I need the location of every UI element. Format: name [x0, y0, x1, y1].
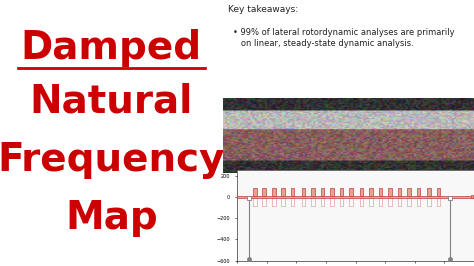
Bar: [398, 188, 401, 196]
Bar: [427, 198, 431, 206]
Bar: [301, 188, 305, 196]
Text: Frequency: Frequency: [0, 141, 225, 178]
Bar: [349, 188, 353, 196]
Bar: [330, 198, 334, 206]
Bar: [379, 198, 382, 206]
Bar: [272, 188, 275, 196]
Bar: [369, 198, 373, 206]
Bar: [388, 188, 392, 196]
Text: Natural: Natural: [30, 82, 193, 120]
Bar: [379, 188, 382, 196]
Bar: [417, 198, 420, 206]
Bar: [407, 188, 410, 196]
Bar: [320, 188, 324, 196]
Bar: [388, 198, 392, 206]
Bar: [360, 188, 363, 196]
Bar: [311, 188, 315, 196]
Bar: [272, 198, 275, 206]
Bar: [282, 188, 285, 196]
Bar: [369, 188, 373, 196]
Bar: [471, 195, 473, 198]
Bar: [253, 188, 256, 196]
Bar: [291, 188, 294, 196]
Bar: [417, 188, 420, 196]
Bar: [311, 198, 315, 206]
Text: Map: Map: [65, 199, 158, 237]
Text: • 99% of lateral rotordynamic analyses are primarily
   on linear, steady-state : • 99% of lateral rotordynamic analyses a…: [233, 28, 455, 48]
Text: Damped: Damped: [21, 29, 202, 67]
Bar: [339, 188, 343, 196]
Bar: [398, 198, 401, 206]
Bar: [360, 198, 363, 206]
Bar: [437, 198, 440, 206]
Bar: [437, 188, 440, 196]
Bar: [301, 198, 305, 206]
Bar: [427, 188, 431, 196]
Bar: [282, 198, 285, 206]
Bar: [330, 188, 334, 196]
Bar: [237, 196, 474, 198]
Bar: [407, 198, 410, 206]
Text: Key takeaways:: Key takeaways:: [228, 5, 298, 14]
Bar: [291, 198, 294, 206]
Bar: [253, 198, 256, 206]
Bar: [339, 198, 343, 206]
Bar: [349, 198, 353, 206]
Bar: [263, 188, 266, 196]
Bar: [320, 198, 324, 206]
Bar: [263, 198, 266, 206]
